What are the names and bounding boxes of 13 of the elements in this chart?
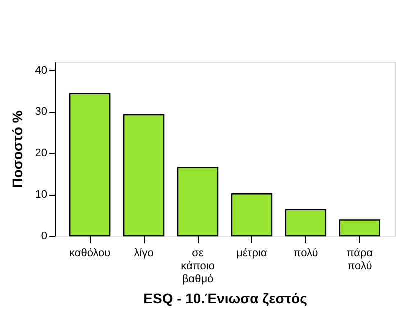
x-tick-label: μέτρια xyxy=(236,248,268,260)
x-tick-label: λίγο xyxy=(134,248,154,260)
x-axis-title: ESQ - 10.Ένιωσα ζεστός xyxy=(144,290,308,306)
y-tick-label: 0 xyxy=(41,230,48,242)
y-tick-label: 20 xyxy=(35,148,48,160)
y-tick-label: 30 xyxy=(35,106,48,118)
x-tick-label: πολύ xyxy=(294,248,318,260)
x-tick-label: πάρα πολύ xyxy=(346,248,374,272)
y-axis-title: Ποσοστό % xyxy=(9,110,26,188)
y-tick-label: 10 xyxy=(35,189,48,202)
x-tick-label: καθόλου xyxy=(69,248,111,260)
y-tick-label: 40 xyxy=(35,64,48,77)
x-tick-label: σε κάποιο βαθμό xyxy=(181,248,215,286)
